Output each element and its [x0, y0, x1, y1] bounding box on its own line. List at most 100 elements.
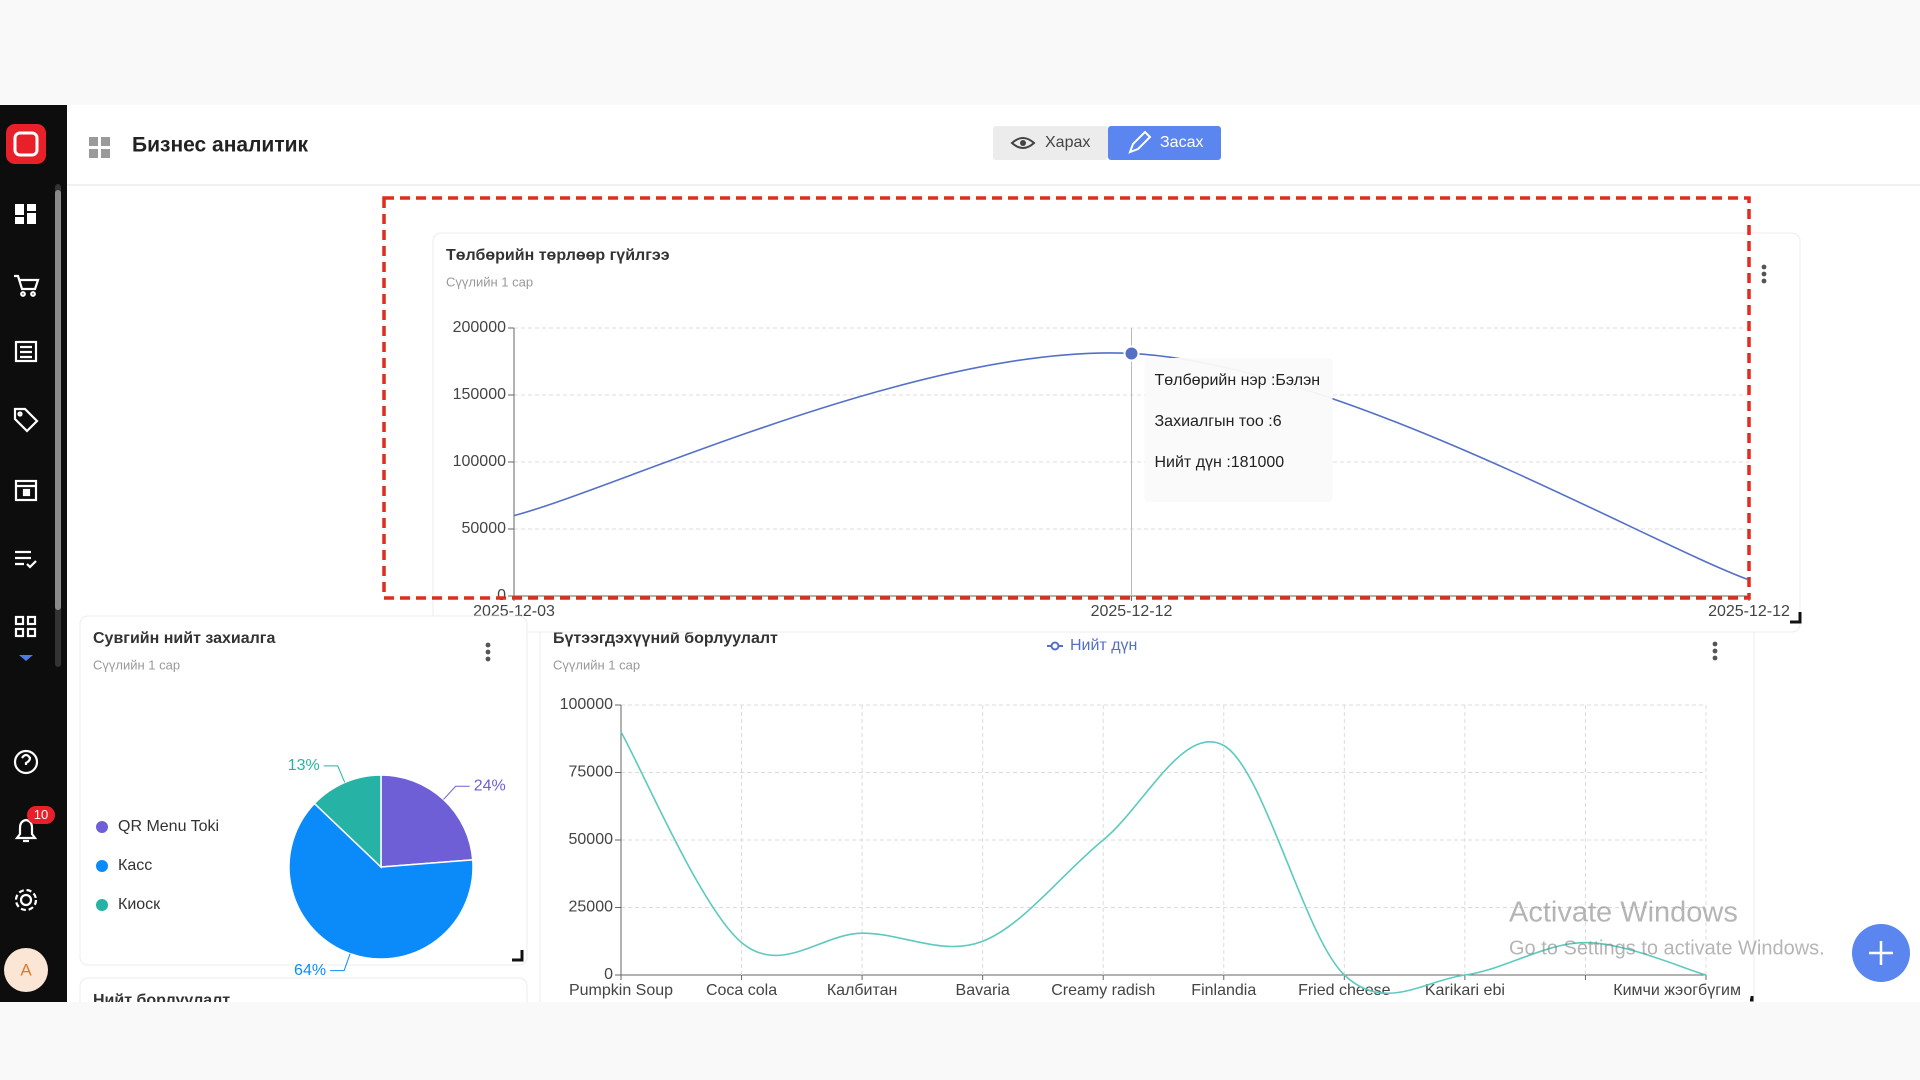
- label-leader: [330, 953, 351, 972]
- pie-label: 24%: [474, 777, 506, 794]
- y-tick-label: 0: [604, 966, 613, 983]
- tooltip-line: Нийт дүн :181000: [1155, 454, 1285, 471]
- legend-symbol: [96, 860, 108, 872]
- header: Бизнес аналитик Харах Засах: [67, 105, 1920, 186]
- x-tick-label: Калбитан: [827, 982, 898, 999]
- menu-dot: [1712, 648, 1718, 654]
- tooltip-line: Төлбөрийн нэр :Бэлэн: [1155, 372, 1321, 389]
- avatar-letter: A: [20, 960, 32, 979]
- menu-dot: [1761, 278, 1767, 284]
- menu-dot: [1761, 271, 1767, 277]
- nav-settings[interactable]: [14, 888, 38, 912]
- fab-plus: [1869, 941, 1893, 965]
- menu-dot: [485, 656, 491, 662]
- nav-orders[interactable]: [14, 340, 38, 363]
- pie-label: 13%: [288, 757, 320, 774]
- avatar[interactable]: [4, 948, 48, 992]
- highlight-point[interactable]: [1123, 345, 1140, 362]
- watermark-hint: Go to Settings to activate Windows.: [1509, 937, 1825, 959]
- x-tick-label: Кимчи жэогбүгим: [1613, 982, 1741, 999]
- legend-label: Киоск: [118, 896, 161, 913]
- x-tick-label: 2025-12-12: [1708, 603, 1790, 620]
- y-tick-label: 200000: [453, 319, 506, 336]
- resize-handle[interactable]: [512, 950, 524, 962]
- scroll-thumb[interactable]: [55, 190, 61, 610]
- legend-symbol: [1050, 641, 1060, 651]
- legend-item[interactable]: Нийт дүн: [1047, 637, 1137, 654]
- nav-apps[interactable]: [14, 615, 37, 638]
- view-button-label: Харах: [1045, 134, 1090, 151]
- x-tick-label: 2025-12-12: [1091, 603, 1173, 620]
- legend-label: Касс: [118, 857, 152, 874]
- y-tick-label: 100000: [560, 696, 613, 713]
- y-tick-label: 50000: [569, 831, 614, 848]
- menu-dot: [485, 649, 491, 655]
- card-menu[interactable]: [1712, 641, 1718, 661]
- legend-item[interactable]: Касс: [96, 857, 152, 874]
- y-tick-label: 0: [497, 587, 506, 604]
- x-tick-label: Finlandia: [1191, 982, 1256, 999]
- y-tick-label: 25000: [569, 899, 614, 916]
- chart-subtitle: Сүүлийн 1 сар: [446, 274, 533, 289]
- chart-title: Төлбөрийн төрлөөр гүйлгээ: [446, 247, 670, 264]
- nav-dashboard[interactable]: [15, 204, 36, 224]
- watermark-title: Activate Windows: [1509, 897, 1738, 929]
- nav-more[interactable]: [19, 655, 33, 661]
- label-leader: [323, 765, 346, 783]
- card-bg: [539, 615, 1755, 1037]
- nav-calendar[interactable]: [14, 479, 38, 502]
- resize-handle[interactable]: [1750, 996, 1754, 1002]
- nav-cart[interactable]: [14, 274, 40, 297]
- menu-dot: [1712, 655, 1718, 661]
- bottom-backdrop: [0, 1002, 1920, 1080]
- legend-item[interactable]: QR Menu Toki: [96, 818, 219, 835]
- menu-dot: [1761, 264, 1767, 270]
- menu-dot: [485, 642, 491, 648]
- resize-handle[interactable]: [1790, 612, 1802, 624]
- nav-notifications[interactable]: 10: [14, 806, 55, 843]
- selection-outline: [382, 196, 1751, 600]
- tooltip-bg: [1144, 358, 1333, 502]
- payment-type-card: Төлбөрийн төрлөөр гүйлгээ Сүүлийн 1 сар 0 5…: [382, 196, 1802, 633]
- y-tick-label: 75000: [569, 764, 614, 781]
- pie-label: 64%: [294, 962, 326, 979]
- edit-button[interactable]: Засах: [1108, 126, 1221, 160]
- pie-slice[interactable]: [288, 802, 474, 960]
- x-tick-label: Fried cheese: [1298, 982, 1391, 999]
- label-leader: [443, 785, 470, 800]
- x-tick-label: Coca cola: [706, 982, 777, 999]
- card-menu[interactable]: [485, 642, 491, 662]
- tooltip-line: Захиалгын тоо :6: [1155, 413, 1282, 430]
- legend-symbol: [96, 899, 108, 911]
- y-tick-label: 150000: [453, 386, 506, 403]
- chart-title: Сувгийн нийт захиалга: [93, 630, 275, 647]
- x-tick-label: Bavaria: [956, 982, 1010, 999]
- charts-area: Бүтээгдэхүүний борлуулалт Сүүлийн 1 сар Ни…: [79, 196, 1910, 1039]
- x-tick-label: Pumpkin Soup: [569, 982, 673, 999]
- add-button[interactable]: [1852, 924, 1910, 982]
- card-menu[interactable]: [1761, 264, 1767, 284]
- legend-symbol: [96, 821, 108, 833]
- x-tick-label: Creamy radish: [1051, 982, 1155, 999]
- view-button[interactable]: Харах: [993, 126, 1108, 160]
- chart-title: Бүтээгдэхүүний борлуулалт: [553, 630, 778, 647]
- data-line: [620, 731, 1707, 994]
- nav-help[interactable]: [13, 749, 39, 775]
- nav-tags[interactable]: [13, 407, 39, 433]
- y-tick-label: 100000: [453, 453, 506, 470]
- x-tick-label: Karikari ebi: [1425, 982, 1505, 999]
- notification-badge: 10: [34, 807, 48, 822]
- dashboard-icon: [89, 137, 110, 158]
- y-tick-label: 50000: [462, 520, 507, 537]
- page-title: Бизнес аналитик: [132, 134, 309, 157]
- menu-dot: [1712, 641, 1718, 647]
- nav-tasks[interactable]: [15, 550, 37, 569]
- legend-item[interactable]: Киоск: [96, 896, 161, 913]
- logo[interactable]: [6, 124, 46, 164]
- logo-mark: [13, 131, 39, 157]
- chart-subtitle: Сүүлийн 1 сар: [93, 657, 180, 672]
- legend-label: Нийт дүн: [1070, 637, 1137, 654]
- sidebar: 10 A: [0, 105, 67, 1002]
- tooltip: Төлбөрийн нэр :Бэлэн Захиалгын тоо :6 Нийт…: [1144, 358, 1333, 502]
